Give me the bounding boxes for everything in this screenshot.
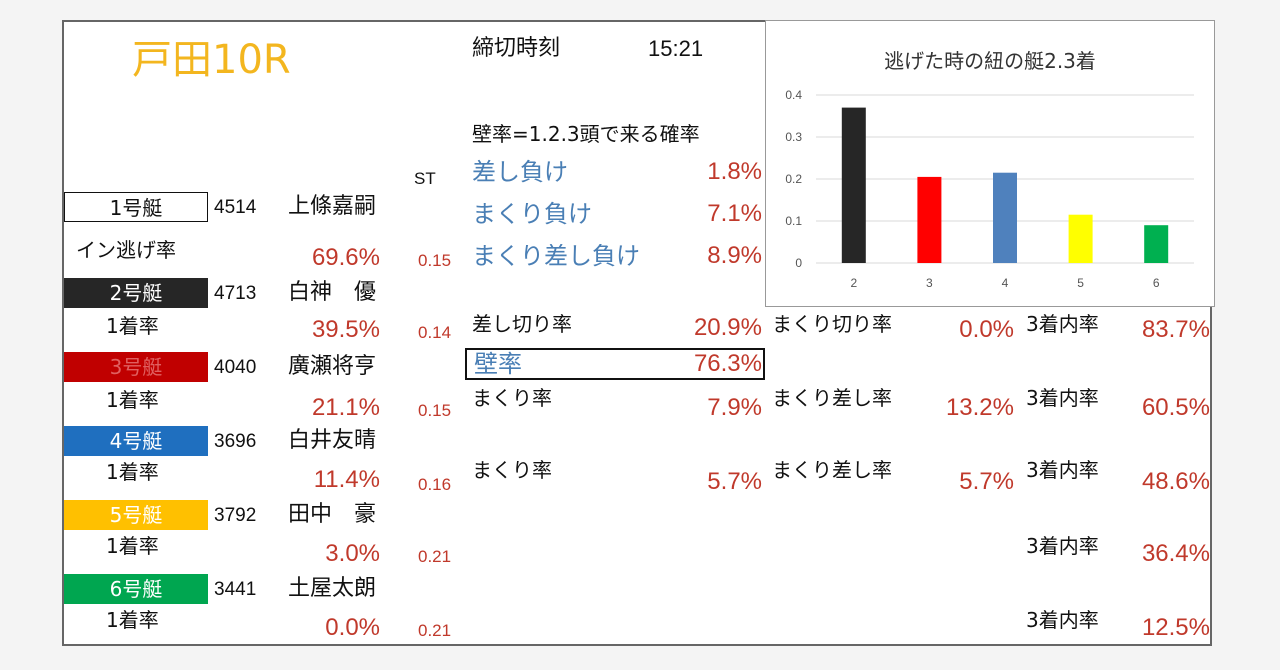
makurikiri-value: 0.0% <box>959 316 1014 343</box>
makurikiri-label: まくり切り率 <box>772 312 892 336</box>
x-tick-label: 2 <box>850 276 857 290</box>
x-tick-label: 4 <box>1002 276 1009 290</box>
top3-value-3: 48.6% <box>1141 468 1210 495</box>
boat-4-rate-label: 1着率 <box>106 460 159 484</box>
x-tick-label: 3 <box>926 276 933 290</box>
boat-3-name: 廣瀬将亨 <box>288 354 377 379</box>
boat-2-rate: 39.5% <box>311 316 380 343</box>
makurisashi-make-label: まくり差し負け <box>472 244 640 268</box>
boat-5-id: 3792 <box>214 505 257 526</box>
top3-label-1: 3着内率 <box>1026 312 1099 336</box>
boat-2-box: 2号艇 <box>64 278 208 308</box>
boat-3-rate-label: 1着率 <box>106 388 159 412</box>
boat-4-name: 白井友晴 <box>288 428 377 453</box>
y-tick-label: 0.3 <box>785 130 802 144</box>
y-tick-label: 0 <box>795 256 802 270</box>
sashi-make-label: 差し負け <box>472 158 568 186</box>
wall-rate-box <box>465 348 765 380</box>
boat-1-id: 4514 <box>214 197 257 218</box>
boat-2-st: 0.14 <box>418 323 452 342</box>
boat-1-st: 0.15 <box>418 251 452 270</box>
boat-2-name: 白神 優 <box>288 280 377 305</box>
wall-header: 壁率=1.2.3頭で来る確率 <box>472 122 700 146</box>
sashikiri-value: 20.9% <box>693 314 762 341</box>
boat-1-rate: 69.6% <box>311 244 380 271</box>
makurisashi-make-value: 8.9% <box>707 242 762 269</box>
boat-6-box: 6号艇 <box>64 574 208 604</box>
boat-2-id: 4713 <box>214 283 257 304</box>
boat-5-box: 5号艇 <box>64 500 208 530</box>
boat-6-rate: 0.0% <box>325 614 380 641</box>
wall-rate-label: 壁率 <box>474 350 522 378</box>
st-label: ST <box>414 169 436 188</box>
top3-label-2: 3着内率 <box>1026 386 1099 410</box>
boat-1-label: 1号艇 <box>109 196 163 220</box>
top3-value-5: 12.5% <box>1141 614 1210 641</box>
top3-label-4: 3着内率 <box>1026 534 1099 558</box>
deadline-time: 15:21 <box>648 36 704 61</box>
boat-6-st: 0.21 <box>418 621 452 640</box>
boat-6-name: 土屋太朗 <box>288 576 377 601</box>
sashi-make-value: 1.8% <box>707 158 762 185</box>
boat-3-st: 0.15 <box>418 401 452 420</box>
boat-1-box: 1号艇 <box>64 192 208 222</box>
deadline-label: 締切時刻 <box>472 36 561 61</box>
bar <box>1144 225 1169 263</box>
makuri-value-2: 5.7% <box>707 468 762 495</box>
boat-4-id: 3696 <box>214 431 257 452</box>
boat-3-rate: 21.1% <box>311 394 380 421</box>
top3-value-1: 83.7% <box>1141 316 1210 343</box>
makuri-label-1: まくり率 <box>472 386 552 410</box>
boat-4-st: 0.16 <box>418 475 452 494</box>
boat-5-rate: 3.0% <box>325 540 380 567</box>
race-title: 戸田10R <box>132 37 291 83</box>
boat-6-label: 6号艇 <box>109 577 163 601</box>
boat-3-box: 3号艇 <box>64 352 208 382</box>
y-tick-label: 0.2 <box>785 172 802 186</box>
top3-value-2: 60.5% <box>1141 394 1210 421</box>
makuri-value-1: 7.9% <box>707 394 762 421</box>
makuri-make-label: まくり負け <box>472 200 592 228</box>
boat-1-rate-label: イン逃げ率 <box>76 238 176 262</box>
makurisashi-value-2: 5.7% <box>959 468 1014 495</box>
top3-label-5: 3着内率 <box>1026 608 1099 632</box>
boat-3-id: 4040 <box>214 357 257 378</box>
boat-6-rate-label: 1着率 <box>106 608 159 632</box>
wall-rate-value: 76.3% <box>693 350 762 377</box>
makurisashi-value-1: 13.2% <box>945 394 1014 421</box>
bar-chart: 逃げた時の紐の艇2.3着 0 0.1 0.2 0.3 0.4 2 3 4 5 6 <box>765 20 1215 307</box>
makurisashi-label-1: まくり差し率 <box>772 386 892 410</box>
chart-title: 逃げた時の紐の艇2.3着 <box>884 49 1096 73</box>
x-tick-label: 5 <box>1077 276 1084 290</box>
y-tick-label: 0.1 <box>785 214 802 228</box>
top3-label-3: 3着内率 <box>1026 458 1099 482</box>
makuri-label-2: まくり率 <box>472 458 552 482</box>
boat-5-label: 5号艇 <box>109 503 163 527</box>
chart-plot: 0 0.1 0.2 0.3 0.4 2 3 4 5 6 <box>785 88 1194 290</box>
bar <box>917 176 942 263</box>
boat-5-name: 田中 豪 <box>288 502 377 527</box>
x-tick-label: 6 <box>1153 276 1160 290</box>
top3-value-4: 36.4% <box>1141 540 1210 567</box>
boat-5-rate-label: 1着率 <box>106 534 159 558</box>
boat-6-id: 3441 <box>214 579 257 600</box>
bar <box>1068 214 1093 263</box>
boat-3-label: 3号艇 <box>109 355 163 379</box>
boat-5-st: 0.21 <box>418 547 452 566</box>
boat-1-name: 上條嘉嗣 <box>288 194 377 219</box>
y-tick-label: 0.4 <box>785 88 802 102</box>
boat-4-box: 4号艇 <box>64 426 208 456</box>
sashikiri-label: 差し切り率 <box>472 312 572 336</box>
makuri-make-value: 7.1% <box>707 200 762 227</box>
boat-4-label: 4号艇 <box>109 429 163 453</box>
boat-2-rate-label: 1着率 <box>106 314 159 338</box>
boat-2-label: 2号艇 <box>109 281 163 305</box>
bar <box>993 172 1017 263</box>
boat-4-rate: 11.4% <box>313 466 380 493</box>
bar <box>841 107 866 263</box>
makurisashi-label-2: まくり差し率 <box>772 458 892 482</box>
